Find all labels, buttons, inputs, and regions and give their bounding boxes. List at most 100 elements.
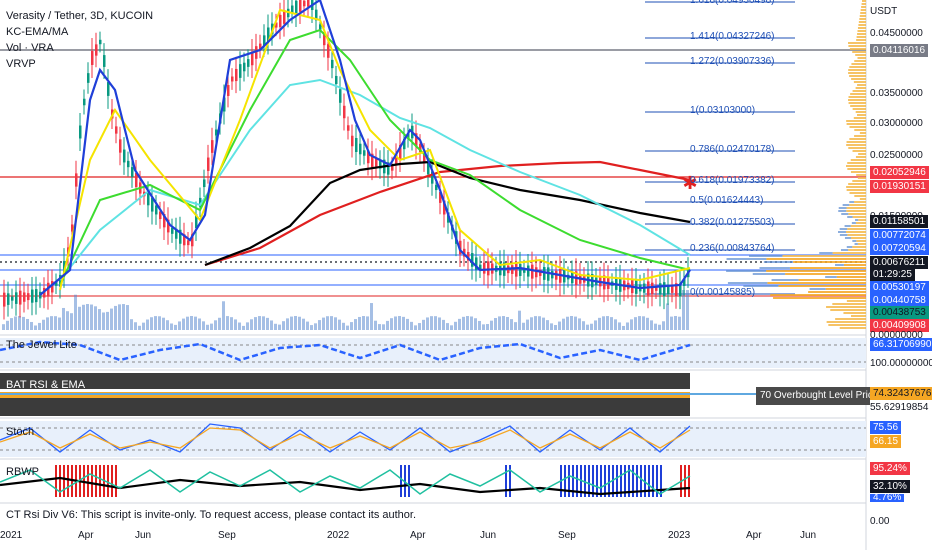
price-tag: 0.00720594 <box>870 242 929 255</box>
rbwp-bar <box>596 465 598 497</box>
rbwp-bar <box>87 465 89 497</box>
indicator-vrvp[interactable]: VRVP <box>6 58 36 70</box>
vrvp-bar <box>767 282 866 284</box>
vrvp-bar-blue <box>851 222 856 224</box>
indicator-volume[interactable]: Vol · VRA <box>6 42 54 54</box>
ma-black-line <box>204 160 691 267</box>
time-axis-label: Sep <box>558 530 576 541</box>
volume-bar <box>226 316 229 330</box>
vrvp-bar <box>857 30 866 32</box>
volume-bar <box>146 319 149 330</box>
rbwp-bar <box>111 465 113 497</box>
indicator-kc-ema[interactable]: KC-EMA/MA <box>6 26 69 38</box>
vrvp-bar <box>853 81 866 83</box>
vrvp-bar <box>846 300 866 302</box>
vrvp-bar <box>830 309 866 311</box>
candle-body <box>423 153 426 162</box>
volume-bar <box>262 316 265 330</box>
candle-body <box>95 44 98 56</box>
vrvp-bar <box>855 111 866 113</box>
vrvp-bar <box>846 210 866 212</box>
volume-bar <box>610 317 613 330</box>
pane-label-stoch[interactable]: Stoch <box>6 426 35 438</box>
candle-body <box>103 55 106 67</box>
vrvp-bar <box>808 291 866 293</box>
vrvp-bar <box>853 117 866 119</box>
candle-body <box>395 154 398 166</box>
candle-body <box>527 265 530 277</box>
candle-body <box>87 73 90 83</box>
volume-bar <box>554 325 557 330</box>
volume-bar <box>494 318 497 330</box>
vrvp-bar <box>848 45 866 47</box>
vrvp-bar <box>847 228 866 230</box>
candle-body <box>75 173 78 187</box>
vrvp-bar <box>826 306 866 308</box>
volume-bar <box>314 323 317 330</box>
candle-body <box>175 228 178 239</box>
volume-bar <box>182 318 185 330</box>
rbwp-bar <box>115 465 117 497</box>
candle-body <box>667 284 670 295</box>
rbwp-bar <box>572 465 574 497</box>
vrvp-bar <box>848 96 866 98</box>
candle-body <box>539 269 542 276</box>
rbwp-bar <box>588 465 590 497</box>
time-axis-label: Jun <box>135 530 152 541</box>
pane-label-jewel[interactable]: The Jewel Lite <box>6 339 77 351</box>
volume-bar <box>98 309 101 330</box>
rbwp-bar <box>576 465 578 497</box>
volume-bar <box>258 316 261 330</box>
rbwp-bar <box>648 465 650 497</box>
rbwp-bar <box>91 465 93 497</box>
volume-bar <box>586 324 589 330</box>
volume-bar <box>474 318 477 330</box>
vrvp-bar <box>826 321 866 323</box>
candle-body <box>355 138 358 152</box>
vrvp-bar <box>856 114 866 116</box>
fib-retracement[interactable] <box>645 1 795 295</box>
candle-body <box>191 234 194 247</box>
volume-bar <box>166 320 169 330</box>
vrvp-bar <box>857 177 866 179</box>
rbwp-bar <box>688 465 690 497</box>
vrvp-bar <box>861 6 866 8</box>
vrvp-bar <box>852 108 866 110</box>
vrvp-bar <box>858 219 866 221</box>
volume-bar <box>102 312 105 330</box>
volume-bar <box>398 316 401 330</box>
volume-bar <box>654 323 657 330</box>
candle-body <box>155 205 158 215</box>
volume-bar <box>578 318 581 330</box>
volume-bar <box>410 321 413 330</box>
volume-bar <box>286 318 289 330</box>
vrvp-bar <box>782 255 866 257</box>
volume-bar <box>94 306 97 330</box>
candle-body <box>131 167 134 177</box>
volume-bar <box>310 325 313 330</box>
volume-bar <box>242 325 245 330</box>
symbol-title[interactable]: Verasity / Tether, 3D, KUCOIN <box>6 10 154 22</box>
volume-bar <box>386 320 389 330</box>
volume-bar <box>542 317 545 330</box>
candle-body <box>335 75 338 85</box>
candle-body <box>367 150 370 164</box>
volume-bar <box>2 324 5 330</box>
jewel-value: 66.31706990 <box>870 338 932 351</box>
candle-body <box>523 268 526 273</box>
rbwp-bar <box>656 465 658 497</box>
vrvp-bar <box>785 273 866 275</box>
pane-label-rbwp[interactable]: RBWP <box>6 466 39 478</box>
vrvp-bar <box>856 174 866 176</box>
time-axis-label: 2022 <box>327 530 350 541</box>
time-axis-label: 2021 <box>0 530 23 541</box>
vrvp-bar <box>846 189 866 191</box>
candle-body <box>443 200 446 215</box>
volume-bar <box>626 322 629 330</box>
price-axis-label: 0.03000000 <box>870 118 923 129</box>
volume-bar <box>246 322 249 330</box>
pane-label-bat-rsi[interactable]: BAT RSI & EMA <box>6 379 86 391</box>
vrvp-bar <box>848 147 866 149</box>
